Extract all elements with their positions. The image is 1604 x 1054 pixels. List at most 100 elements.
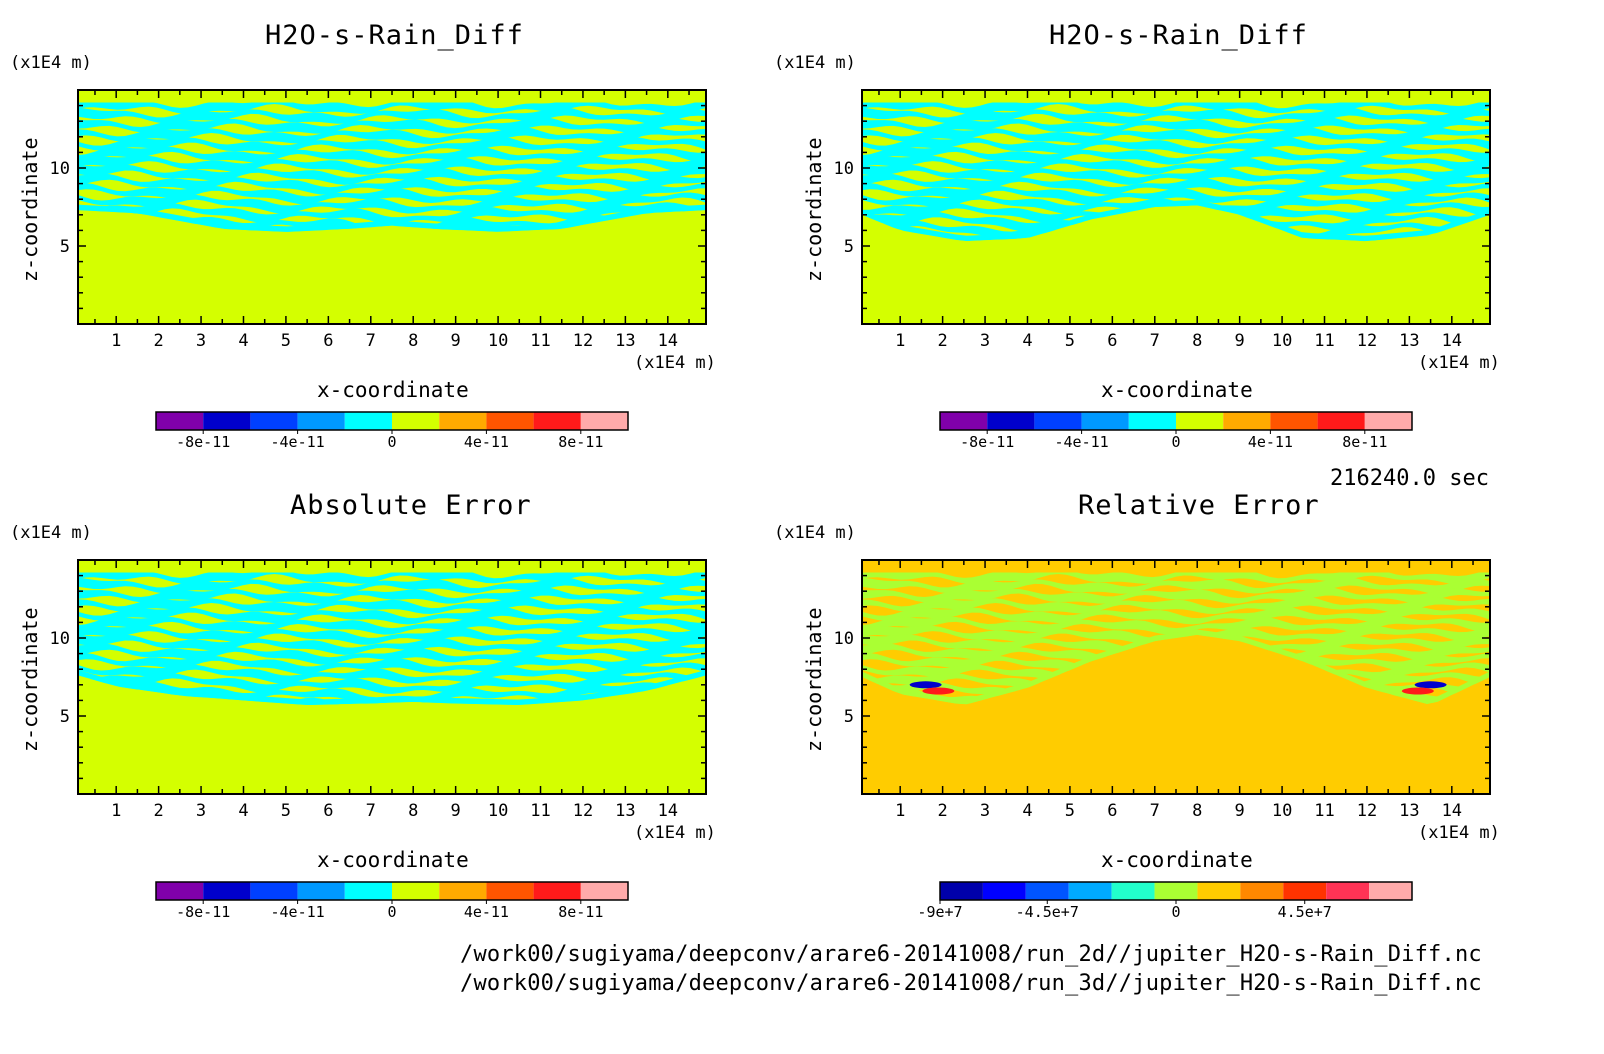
x-tick-label: 3 — [980, 801, 990, 821]
colorbar-swatch — [156, 882, 204, 900]
x-tick-label: 1 — [111, 331, 121, 351]
heatmap-field — [78, 560, 706, 794]
x-tick-label: 8 — [1192, 331, 1202, 351]
contour-band — [78, 634, 706, 655]
layer-edge-band — [862, 629, 1490, 705]
colorbar-label: -4e-11 — [1055, 433, 1109, 451]
colorbar-swatch — [297, 412, 345, 430]
y-tick-label: 5 — [844, 707, 854, 727]
x-tick-label: 13 — [1399, 331, 1419, 351]
y-axis-label: z-coordinate — [18, 607, 42, 753]
contour-band — [78, 116, 706, 134]
y-ticks: 5 10 — [834, 104, 1490, 310]
colorbar-swatch — [156, 412, 204, 430]
layer-edge-band — [78, 204, 706, 232]
x-tick-label: 5 — [1065, 331, 1075, 351]
contour-band — [78, 192, 706, 214]
layer-bands — [862, 102, 1490, 242]
colorbar-label: 8e-11 — [558, 903, 603, 921]
colorbar-label: 0 — [1171, 433, 1180, 451]
colorbar-swatch — [250, 882, 298, 900]
colorbar-label: 8e-11 — [558, 433, 603, 451]
colorbar: -8e-11 -4e-11 0 4e-11 8e-11 — [939, 411, 1413, 451]
colorbar-swatch — [1081, 412, 1129, 430]
colorbar-swatch — [580, 882, 628, 900]
colorbar-label: 8e-11 — [1342, 433, 1387, 451]
colorbar-swatch — [1369, 882, 1412, 900]
x-tick-label: 1 — [895, 331, 905, 351]
x-tick-label: 4 — [238, 801, 248, 821]
contour-band — [862, 577, 1490, 595]
contour-band — [78, 107, 706, 125]
colorbar: -9e+7 -4.5e+7 0 4.5e+7 — [917, 881, 1413, 921]
colorbar-swatch — [1068, 882, 1112, 900]
colorbar-label: 0 — [387, 903, 396, 921]
colorbar-swatch — [1025, 882, 1069, 900]
colorbar-swatch — [1317, 412, 1365, 430]
y-tick-label: 10 — [50, 629, 70, 649]
extreme-blob — [1414, 681, 1447, 689]
x-tick-label: 12 — [573, 801, 593, 821]
extreme-blob — [1401, 687, 1434, 695]
y-tick-label: 10 — [50, 159, 70, 179]
x-tick-label: 11 — [530, 331, 550, 351]
x-tick-label: 14 — [658, 331, 678, 351]
x-tick-label: 7 — [366, 801, 376, 821]
colorbar-swatch — [1326, 882, 1370, 900]
y-tick-label: 10 — [834, 629, 854, 649]
y-axis-label: z-coordinate — [802, 137, 826, 283]
file-path-1: /work00/sugiyama/deepconv/arare6-2014100… — [460, 942, 1482, 967]
x-tick-label: 12 — [1357, 801, 1377, 821]
colorbar-swatch — [1111, 882, 1155, 900]
x-tick-label: 12 — [1357, 331, 1377, 351]
contour-band — [78, 577, 706, 595]
x-tick-label: 7 — [1150, 801, 1160, 821]
x-ticks: 1 2 3 4 5 6 7 8 9 10 11 12 13 14 — [94, 90, 690, 351]
x-tick-label: 4 — [1022, 331, 1032, 351]
layer-bands — [78, 102, 706, 232]
colorbar-swatch — [1176, 412, 1224, 430]
contour-band — [78, 652, 706, 675]
x-tick-label: 6 — [1107, 801, 1117, 821]
x-tick-label: 14 — [658, 801, 678, 821]
x-axis-label: x-coordinate — [317, 378, 469, 402]
contour-band — [78, 672, 706, 694]
x-tick-label: 1 — [895, 801, 905, 821]
colorbar-label: -8e-11 — [176, 433, 230, 451]
x-unit-label: (x1E4 m) — [1418, 353, 1500, 373]
x-tick-label: 6 — [323, 331, 333, 351]
x-tick-label: 2 — [153, 801, 163, 821]
colorbar-swatch — [1240, 882, 1284, 900]
y-tick-label: 5 — [60, 237, 70, 257]
x-tick-label: 13 — [615, 331, 635, 351]
contour-band — [78, 202, 706, 224]
contour-band — [78, 145, 706, 165]
colorbar-swatch — [250, 412, 298, 430]
colorbar-swatch — [486, 412, 534, 430]
colorbar-swatch — [486, 882, 534, 900]
colorbar-swatch — [987, 412, 1035, 430]
x-tick-label: 4 — [238, 331, 248, 351]
colorbar-swatch — [1283, 882, 1327, 900]
x-tick-label: 3 — [196, 801, 206, 821]
colorbar-swatch — [533, 412, 581, 430]
contour-band — [862, 126, 1490, 145]
y-unit-label: (x1E4 m) — [774, 523, 856, 543]
x-tick-label: 10 — [488, 801, 508, 821]
contour-band — [78, 173, 706, 195]
colorbar-swatch — [940, 412, 988, 430]
colorbar-swatch — [1128, 412, 1176, 430]
y-ticks: 5 10 — [50, 104, 706, 310]
x-tick-label: 10 — [1272, 331, 1292, 351]
extreme-blob — [909, 681, 942, 689]
colorbar-swatch — [344, 412, 392, 430]
contour-band — [78, 586, 706, 604]
colorbar-swatch — [580, 412, 628, 430]
x-tick-label: 8 — [408, 331, 418, 351]
y-ticks: 5 10 — [834, 574, 1490, 780]
colorbar-label: 4e-11 — [464, 433, 509, 451]
colorbar-swatch — [439, 882, 487, 900]
contour-band — [78, 596, 706, 615]
